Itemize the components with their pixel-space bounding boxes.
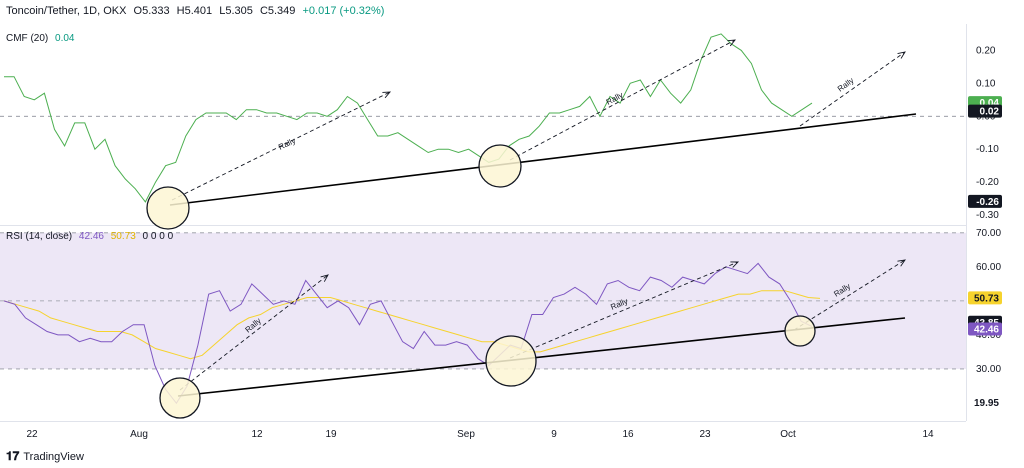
rsi-circle-oct — [784, 315, 816, 347]
rsi-rally-arrowhead — [320, 274, 329, 282]
symbol-label[interactable]: Toncoin/Tether, 1D, OKX — [6, 5, 127, 17]
cmf-rally-arrow — [509, 39, 736, 161]
x-axis-label: 14 — [922, 429, 934, 440]
ohlc-open: O5.333 — [133, 5, 170, 17]
rsi-value: 42.46 — [78, 231, 104, 242]
cmf-label: CMF (20) — [6, 33, 49, 44]
cmf-axis-tick: 0.10 — [976, 78, 996, 89]
cmf-axis-tick: -0.30 — [976, 210, 999, 221]
cmf-legend[interactable]: CMF (20) 0.04 — [6, 33, 78, 44]
x-axis-label: Aug — [130, 429, 148, 440]
rsi-rally-arrow — [793, 259, 906, 331]
rsi-axis-tick: 60.00 — [976, 262, 1001, 273]
cmf-badge-level — [968, 104, 1002, 118]
cmf-axis-tick: -0.10 — [976, 144, 999, 155]
ohlc-high: H5.401 — [176, 5, 213, 17]
rsi-ma-badge — [968, 291, 1002, 305]
cmf-rally-arrowhead — [727, 39, 737, 47]
tradingview-brand[interactable]: 𝟏𝟕 TradingView — [6, 449, 84, 464]
cmf-rally-label: Rally — [277, 136, 297, 152]
rsi-legend[interactable]: RSI (14, close) 42.46 50.73 0 0 0 0 — [6, 231, 177, 242]
cmf-rally-arrowhead — [382, 91, 392, 99]
cmf-axis-tick: 0.20 — [976, 45, 996, 56]
cmf-badge-value-text: 0.04 — [980, 98, 1000, 109]
rsi-rally-arrow — [179, 274, 329, 391]
cmf-circle-aug — [146, 186, 190, 230]
rsi-badge-low — [968, 396, 1002, 410]
x-axis-label: Oct — [780, 429, 796, 440]
cmf-rally-arrow — [171, 91, 391, 201]
rsi-axis-tick: 70.00 — [976, 228, 1001, 239]
x-axis-label: 23 — [699, 429, 711, 440]
x-axis-label: 22 — [26, 429, 38, 440]
cmf-badge-low-text: -0.26 — [976, 197, 999, 208]
ohlc-close: C5.349 — [259, 5, 296, 17]
rsi-label: RSI (14, close) — [6, 231, 73, 242]
rsi-rally-arrow — [509, 261, 739, 359]
cmf-support-trendline — [169, 113, 917, 206]
rsi-series-line — [3, 262, 813, 405]
tradingview-logo-icon: 𝟏𝟕 — [6, 449, 20, 463]
cmf-rally-label: Rally — [836, 76, 856, 94]
rsi-axis-tick: 30.00 — [976, 364, 1001, 375]
rsi-circle-aug — [159, 377, 201, 419]
ohlc-change: +0.017 (+0.32%) — [302, 5, 385, 17]
x-axis-label: 19 — [325, 429, 337, 440]
rsi-support-trendline — [177, 317, 906, 397]
cmf-circle-sep — [478, 144, 522, 188]
cmf-badge-low — [968, 194, 1002, 208]
cmf-value: 0.04 — [55, 33, 75, 44]
x-axis-label: 9 — [551, 429, 557, 440]
rsi-ma-line — [3, 290, 821, 360]
x-axis-label: 12 — [251, 429, 263, 440]
rsi-rally-arrowhead — [897, 259, 906, 267]
cmf-axis-tick: -0.20 — [976, 177, 999, 188]
rsi-ma-badge-text: 50.73 — [974, 293, 999, 304]
rsi-circle-sep — [485, 335, 537, 387]
cmf-rally-arrowhead — [897, 51, 906, 59]
cmf-rally-arrow — [799, 51, 906, 127]
x-axis-label: 16 — [622, 429, 634, 440]
ohlc-low: L5.305 — [219, 5, 253, 17]
cmf-rally-label: Rally — [605, 90, 625, 106]
rsi-zeros: 0 0 0 0 — [142, 231, 174, 242]
rsi-ma-value: 50.73 — [110, 231, 136, 242]
cmf-series-line — [4, 33, 813, 203]
rsi-rally-arrowhead — [730, 261, 740, 268]
cmf-badge-level-text: 0.02 — [980, 107, 1000, 118]
tradingview-name: TradingView — [23, 450, 84, 463]
rsi-badge-low-text: 19.95 — [974, 398, 999, 409]
rsi-badge-value — [968, 322, 1002, 336]
chart-header: Toncoin/Tether, 1D, OKX O5.333 H5.401 L5… — [6, 5, 388, 17]
rsi-badge-value-text: 42.46 — [974, 325, 999, 336]
x-axis-label: Sep — [457, 429, 475, 440]
